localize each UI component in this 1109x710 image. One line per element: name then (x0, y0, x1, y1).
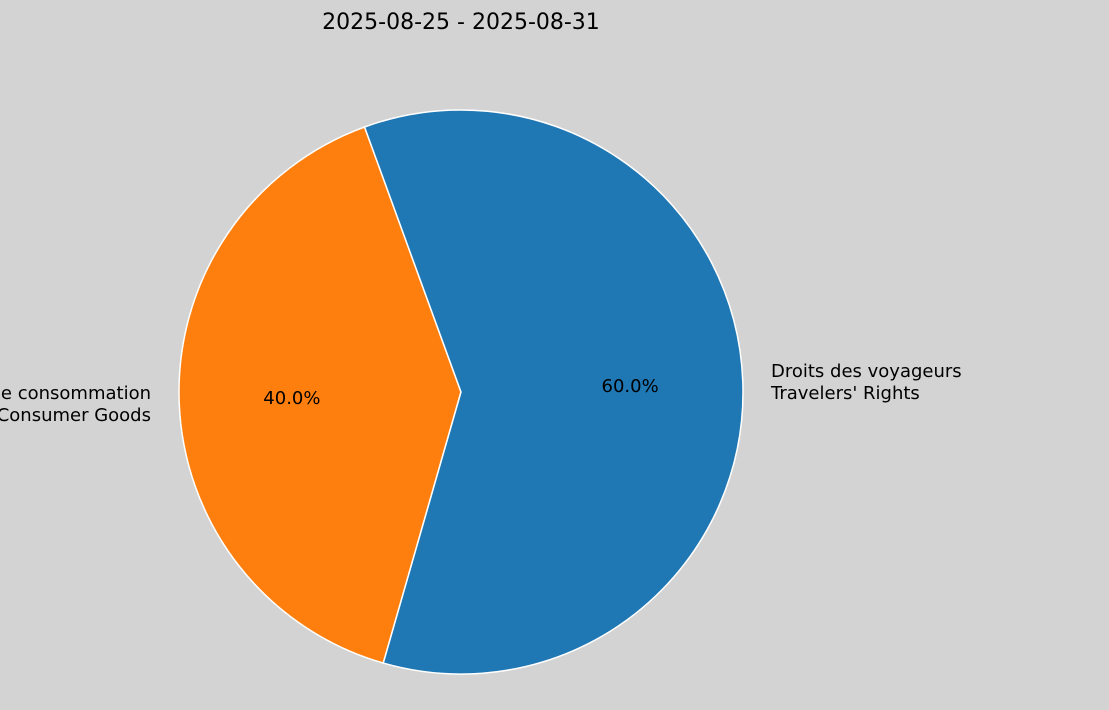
pie-label-en-0: Warranty on Consumer Goods (0, 405, 151, 426)
pie-pct-label-1: 60.0% (602, 376, 659, 397)
pie-slice-1 (363, 109, 744, 675)
pie-slices (178, 109, 744, 675)
pie-outer-label-0: Garantie sur les biens de consommationWa… (0, 383, 151, 426)
pie-pct-label-0: 40.0% (263, 388, 320, 409)
pie-label-fr-1: Droits des voyageurs (771, 361, 962, 382)
pie-slice-0 (178, 126, 462, 665)
pie-outer-label-1: Droits des voyageurs Travelers' Rights (770, 361, 962, 404)
pie-labels: 40.0% Garantie sur les biens de consommat… (0, 361, 962, 426)
pie-label-fr-0: Garantie sur les biens de consommation (0, 383, 151, 404)
pie-label-en-1: Travelers' Rights (770, 383, 920, 404)
chart-title: 2025-08-25 - 2025-08-31 (322, 10, 600, 35)
